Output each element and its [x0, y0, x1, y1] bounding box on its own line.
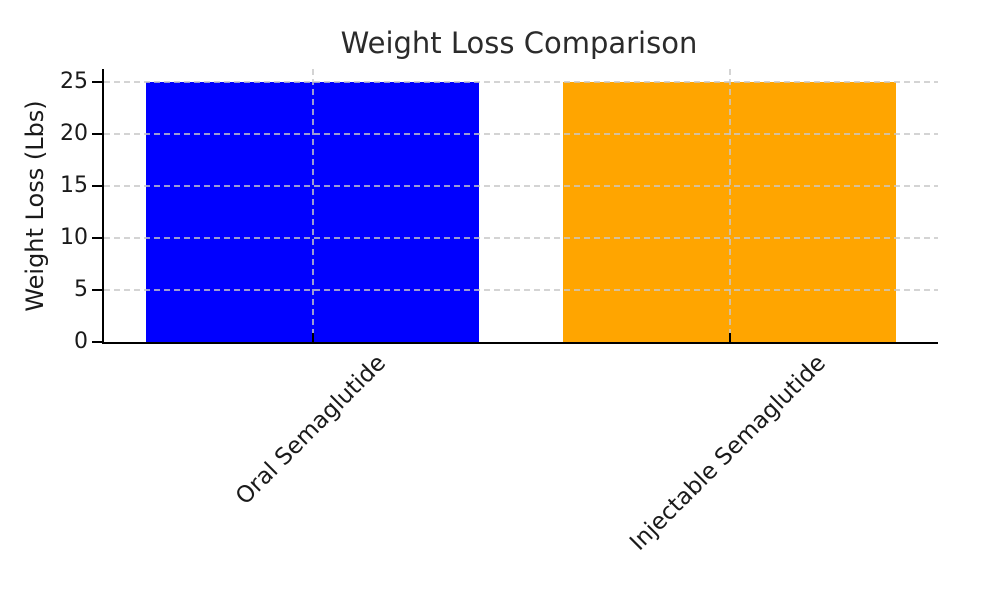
gridline-horizontal	[104, 237, 938, 239]
y-tick-label: 5	[74, 277, 88, 302]
plot-area	[102, 69, 938, 344]
chart-title: Weight Loss Comparison	[340, 26, 698, 60]
x-tick-label: Oral Semaglutide	[230, 349, 391, 510]
y-tick-mark	[92, 289, 102, 291]
gridline-horizontal	[104, 81, 938, 83]
gridline-horizontal	[104, 289, 938, 291]
y-tick-mark	[92, 81, 102, 83]
y-tick-mark	[92, 341, 102, 343]
y-tick-label: 0	[74, 329, 88, 354]
x-tick-label: Injectable Semaglutide	[624, 349, 831, 556]
gridline-vertical	[311, 69, 314, 342]
gridline-horizontal	[104, 185, 938, 187]
y-tick-label: 10	[60, 225, 88, 250]
y-tick-label: 20	[60, 121, 88, 146]
x-tick-mark	[311, 333, 314, 342]
x-tick-mark	[728, 333, 731, 342]
y-tick-mark	[92, 185, 102, 187]
y-tick-label: 25	[60, 69, 88, 94]
y-tick-mark	[92, 133, 102, 135]
gridline-vertical	[728, 69, 731, 342]
y-tick-mark	[92, 237, 102, 239]
gridline-horizontal	[104, 133, 938, 135]
y-tick-label: 15	[60, 173, 88, 198]
